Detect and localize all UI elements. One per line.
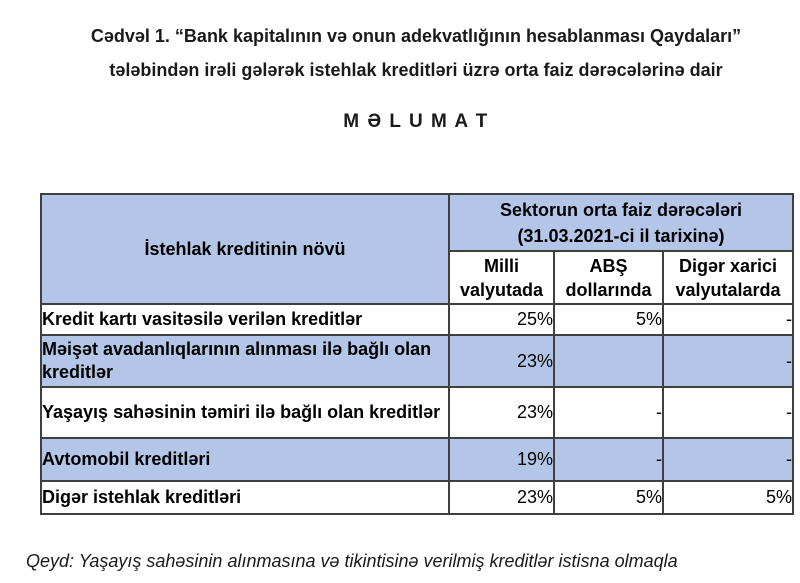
cell-milli: 23% [448,480,555,515]
column-group-header: Sektorun orta faiz dərəcələri (31.03.202… [447,193,795,252]
column-header-loan-type: İstehlak kreditinin növü [40,193,450,305]
table-row: Kredit kartı vasitəsilə verilən kreditlə… [40,303,795,336]
table-row: Məişət avadanlıqlarının alınması ilə bağ… [40,334,795,388]
cell-other: - [661,334,795,388]
cell-usd: - [553,437,664,482]
row-label: Digər istehlak kreditləri [40,480,450,515]
row-label: Kredit kartı vasitəsilə verilən kreditlə… [40,303,450,336]
melumat-heading: M Ə L U M A T [343,111,489,132]
group-header-line-2: (31.03.2021-ci il tarixinə) [517,225,725,246]
cell-usd: 5% [553,303,664,336]
table-row: Digər istehlak kreditləri 23% 5% 5% [40,480,795,515]
table-row: Avtomobil kreditləri 19% - - [40,437,795,482]
cell-usd: - [553,386,664,439]
cell-milli: 23% [448,386,555,439]
cell-other: - [661,303,795,336]
cell-usd: 5% [553,480,664,515]
cell-milli: 23% [448,334,555,388]
cell-other: - [661,386,795,439]
cell-other: 5% [661,480,795,515]
group-header-line-1: Sektorun orta faiz dərəcələri [499,199,743,220]
row-label: Məişət avadanlıqlarının alınması ilə bağ… [40,334,450,388]
title-line-2: tələbindən irəli gələrək istehlak kredit… [109,60,723,80]
column-header-other-currency: Digər xarici valyutalarda [661,250,795,305]
cell-usd [553,334,664,388]
column-header-milli: Milli valyutada [448,250,555,305]
row-label: Avtomobil kreditləri [40,437,450,482]
cell-milli: 25% [448,303,555,336]
document-title: Cədvəl 1. “Bank kapitalının və onun adek… [40,19,792,87]
table-row: Yaşayış sahəsinin təmiri ilə bağlı olan … [40,386,795,439]
interest-rates-table: İstehlak kreditinin növü Sektorun orta f… [40,193,795,515]
cell-other: - [661,437,795,482]
footnote: Qeyd: Yaşayış sahəsinin alınmasına və ti… [26,551,678,571]
title-line-1: Cədvəl 1. “Bank kapitalının və onun adek… [90,26,742,46]
column-header-usd: ABŞ dollarında [553,250,664,305]
row-label: Yaşayış sahəsinin təmiri ilə bağlı olan … [40,386,450,439]
cell-milli: 19% [448,437,555,482]
